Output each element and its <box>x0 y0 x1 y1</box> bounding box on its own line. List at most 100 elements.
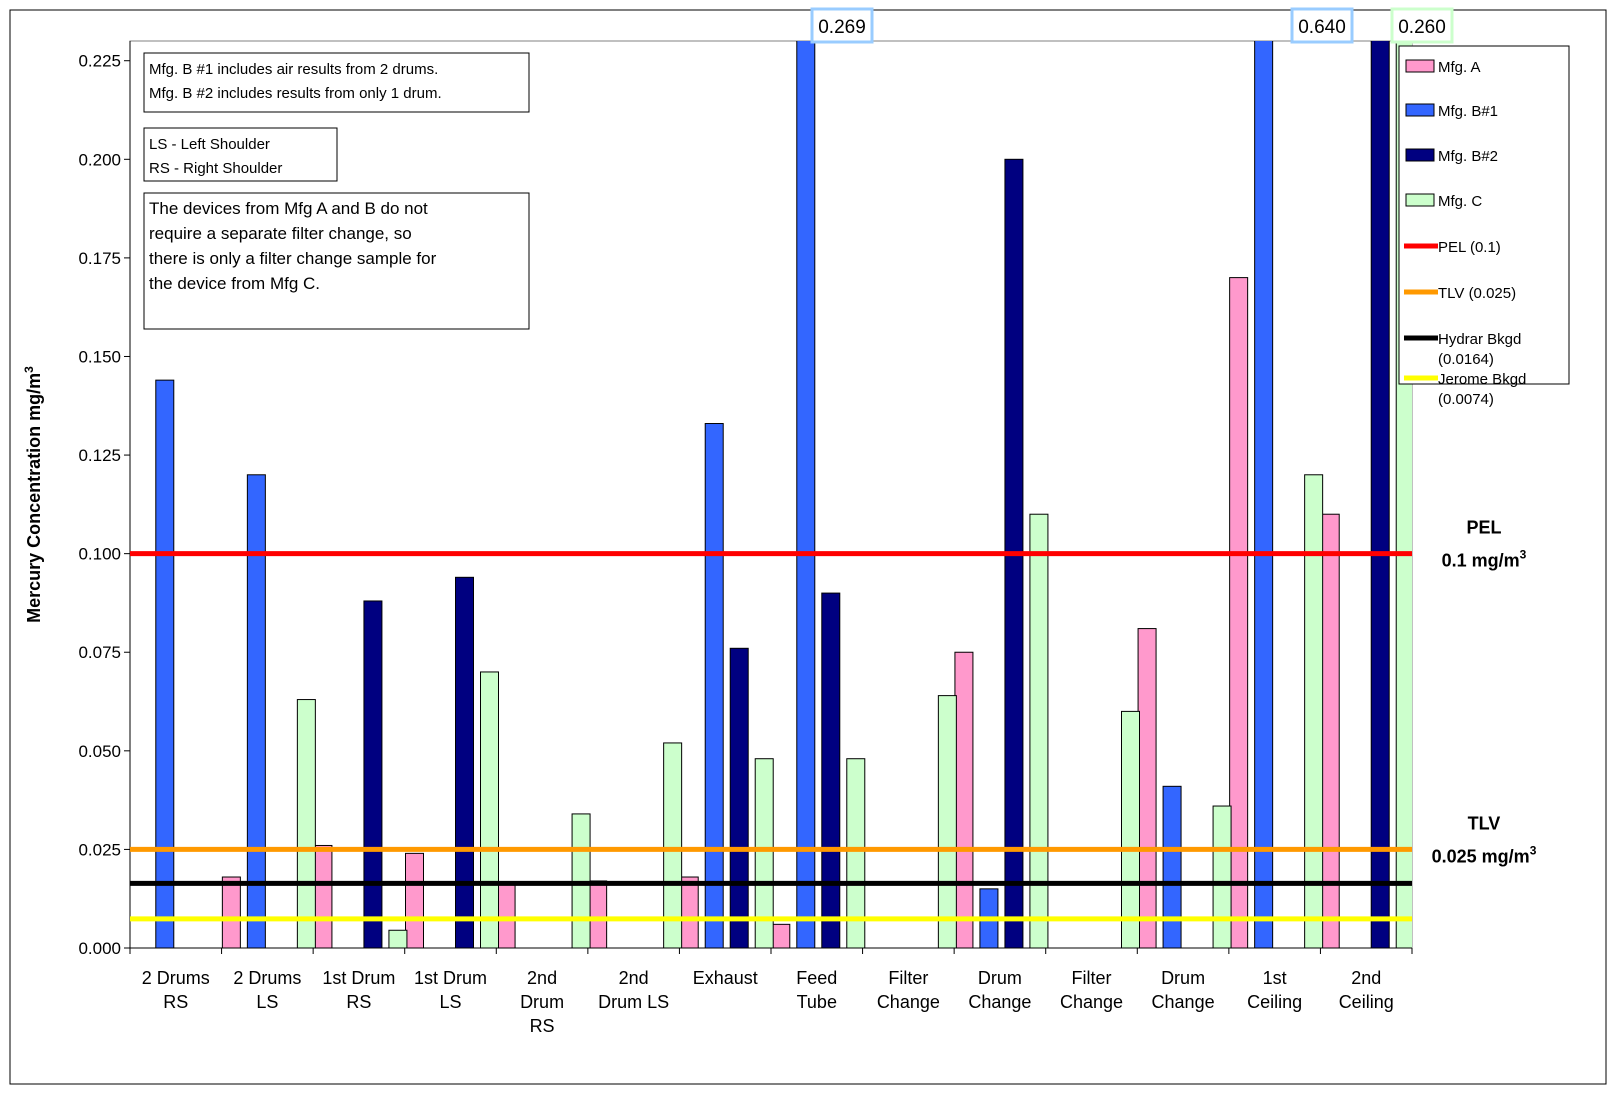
x-category-label: 1st Drum <box>322 968 395 988</box>
y-tick-label: 0.150 <box>78 347 121 366</box>
x-category-label: Filter <box>888 968 928 988</box>
x-category-label: 2nd <box>1351 968 1381 988</box>
x-category-label: Drum <box>520 992 564 1012</box>
legend-label: Hydrar Bkgd <box>1438 331 1521 348</box>
x-category-label: Change <box>1060 992 1123 1012</box>
bar <box>1137 628 1157 948</box>
bar <box>588 880 608 948</box>
bar <box>246 474 266 948</box>
annotation-text: Mfg. B #2 includes results from only 1 d… <box>149 85 442 102</box>
bar <box>771 923 791 948</box>
x-category-label: LS <box>256 992 278 1012</box>
x-category-label: Change <box>877 992 940 1012</box>
x-category-label: Ceiling <box>1339 992 1394 1012</box>
x-category-label: 1st <box>1263 968 1287 988</box>
y-axis-title-text: Mercury Concentration mg/m <box>24 373 44 623</box>
bar <box>1162 785 1182 948</box>
bar <box>846 758 866 948</box>
annotation-box <box>143 127 338 182</box>
x-category-label: 2nd <box>619 968 649 988</box>
x-category-label: 1st Drum <box>414 968 487 988</box>
bar <box>796 41 816 948</box>
annotation-text: there is only a filter change sample for <box>149 249 437 268</box>
reference-label-value: 0.025 mg/m3 <box>1432 843 1537 866</box>
annotation-text: the device from Mfg C. <box>149 274 320 293</box>
y-tick-label: 0.000 <box>78 939 121 958</box>
y-axis-title-superscript: 3 <box>22 366 36 373</box>
legend-swatch <box>1405 148 1435 162</box>
y-tick-label: 0.225 <box>78 52 121 71</box>
x-category-label: Filter <box>1072 968 1112 988</box>
overflow-value-label: 0.269 <box>818 17 866 38</box>
x-category-label: Tube <box>797 992 837 1012</box>
overflow-value-label: 0.640 <box>1298 17 1346 38</box>
bar <box>663 742 683 948</box>
y-axis-title: Mercury Concentration mg/m3 <box>22 366 44 623</box>
bar <box>221 876 241 948</box>
legend-label: Jerome Bkgd <box>1438 371 1526 388</box>
bar <box>1121 710 1140 948</box>
bar <box>754 758 774 948</box>
legend-label: (0.0074) <box>1438 391 1494 408</box>
x-category-label: RS <box>346 992 371 1012</box>
y-tick-label: 0.025 <box>78 840 121 859</box>
bar <box>455 576 474 948</box>
bar <box>1304 474 1324 948</box>
x-category-label: Ceiling <box>1247 992 1302 1012</box>
bar <box>296 699 316 948</box>
x-category-label: LS <box>439 992 461 1012</box>
y-tick-label: 0.100 <box>78 545 121 564</box>
y-tick-label: 0.075 <box>78 643 121 662</box>
x-category-label: Drum <box>1161 968 1205 988</box>
legend-label: (0.0164) <box>1438 351 1494 368</box>
legend-swatch <box>1405 103 1435 117</box>
legend-label: Mfg. B#1 <box>1438 103 1498 120</box>
x-category-label: Drum <box>978 968 1022 988</box>
bar <box>313 844 333 948</box>
legend-label: Mfg. B#2 <box>1438 148 1498 165</box>
bar <box>1212 805 1232 948</box>
reference-label-superscript: 3 <box>1520 548 1527 562</box>
x-category-label: 2 Drums <box>233 968 301 988</box>
x-category-label: Drum LS <box>598 992 669 1012</box>
overflow-label-box <box>1290 7 1354 44</box>
legend-box <box>1398 45 1570 385</box>
annotation-text: LS - Left Shoulder <box>149 136 270 153</box>
annotation-text: Mfg. B #1 includes air results from 2 dr… <box>149 61 438 78</box>
bar <box>480 671 499 948</box>
x-category-label: 2nd <box>527 968 557 988</box>
legend-label: Mfg. A <box>1438 59 1481 76</box>
y-tick-label: 0.050 <box>78 742 121 761</box>
annotation-box <box>143 52 530 113</box>
x-category-label: Exhaust <box>693 968 758 988</box>
bar <box>954 651 974 948</box>
x-category-label: Feed <box>796 968 837 988</box>
bar <box>363 600 383 948</box>
legend-swatch <box>1405 59 1435 73</box>
x-category-label: Change <box>968 992 1031 1012</box>
overflow-label-box <box>1390 7 1454 44</box>
bar <box>1029 513 1049 948</box>
overflow-value-label: 0.260 <box>1398 17 1446 38</box>
bars-group <box>155 41 1412 948</box>
x-category-label: Change <box>1152 992 1215 1012</box>
bar <box>388 929 408 948</box>
bar <box>704 423 724 948</box>
y-tick-label: 0.200 <box>78 150 121 169</box>
annotation-box <box>143 192 530 330</box>
bar <box>405 852 424 948</box>
reference-label-name: PEL <box>1466 518 1501 538</box>
legend-swatch <box>1405 193 1435 207</box>
x-category-label: RS <box>530 1016 555 1036</box>
reference-label-superscript: 3 <box>1530 843 1537 857</box>
x-category-label: 2 Drums <box>142 968 210 988</box>
bar <box>821 592 841 948</box>
legend-label: Mfg. C <box>1438 193 1482 210</box>
bar <box>1254 41 1274 948</box>
y-tick-label: 0.175 <box>78 249 121 268</box>
reference-label-value: 0.1 mg/m3 <box>1442 548 1527 571</box>
reference-label-value-text: 0.025 mg/m <box>1432 846 1530 866</box>
legend-label: PEL (0.1) <box>1438 239 1501 256</box>
